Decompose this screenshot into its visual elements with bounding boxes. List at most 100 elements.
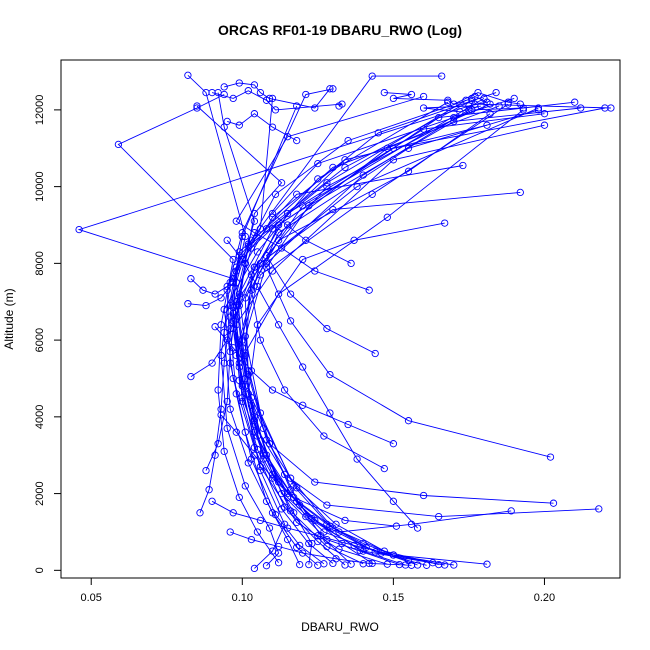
- series-41: [211, 323, 398, 448]
- series-23: [232, 100, 603, 521]
- data-point: [253, 445, 262, 454]
- data-point: [253, 248, 262, 256]
- data-point: [274, 321, 283, 329]
- y-axis: 0 2000 4000 6000 8000 10000 12000: [34, 95, 62, 573]
- data-point: [332, 555, 340, 563]
- data-point: [223, 397, 231, 406]
- data-point: [250, 263, 259, 271]
- data-point: [229, 278, 237, 287]
- data-point: [232, 217, 240, 225]
- data-point: [229, 94, 237, 103]
- data-point: [507, 507, 515, 515]
- series-line: [205, 92, 497, 471]
- data-point: [205, 486, 213, 494]
- series-line: [232, 124, 545, 527]
- data-point: [341, 561, 349, 569]
- data-point: [250, 451, 259, 459]
- data-point: [250, 564, 259, 573]
- data-point: [262, 562, 271, 570]
- data-point: [268, 386, 277, 394]
- data-point: [380, 464, 388, 473]
- data-point: [114, 140, 123, 149]
- data-point: [549, 499, 558, 507]
- y-tick-label: 6000: [34, 328, 46, 352]
- data-point: [223, 117, 231, 126]
- data-point: [441, 219, 449, 227]
- data-point: [253, 282, 262, 291]
- data-point: [259, 424, 268, 433]
- data-point: [435, 113, 443, 122]
- data-point: [220, 90, 228, 99]
- data-point: [238, 255, 246, 264]
- data-point: [253, 528, 262, 536]
- data-point: [302, 90, 310, 99]
- data-point: [335, 102, 343, 110]
- chart-title: ORCAS RF01-19 DBARU_RWO (Log): [218, 22, 462, 38]
- data-point: [220, 305, 228, 314]
- data-point: [232, 428, 240, 436]
- series-1: [235, 104, 543, 569]
- data-point: [262, 263, 271, 271]
- data-point: [299, 549, 307, 557]
- data-point: [217, 405, 225, 413]
- series-line: [250, 109, 539, 469]
- data-point: [516, 100, 524, 108]
- data-point: [389, 497, 398, 505]
- series-line: [238, 109, 524, 533]
- data-point: [268, 209, 277, 218]
- series-line: [244, 113, 545, 565]
- data-point: [504, 98, 512, 106]
- data-point: [247, 535, 256, 544]
- series-8: [214, 88, 422, 569]
- series-line: [241, 191, 521, 566]
- data-point: [444, 96, 452, 104]
- data-point: [250, 81, 259, 89]
- data-point: [323, 182, 331, 191]
- data-point: [341, 163, 349, 172]
- data-point: [389, 551, 398, 559]
- data-point: [277, 179, 286, 187]
- series-32: [202, 88, 500, 475]
- data-point: [196, 509, 204, 517]
- series-line: [235, 103, 599, 518]
- data-point: [326, 85, 334, 93]
- series-9: [114, 90, 283, 567]
- series-line: [265, 107, 524, 354]
- data-point: [413, 524, 422, 532]
- data-point: [262, 225, 271, 233]
- data-point: [223, 336, 231, 344]
- data-point: [308, 539, 316, 548]
- data-point: [223, 286, 231, 294]
- series-line: [190, 97, 473, 295]
- data-point: [404, 144, 413, 152]
- data-point: [419, 104, 428, 112]
- y-tick-label: 10000: [34, 171, 46, 202]
- data-point: [404, 417, 413, 425]
- data-point: [220, 83, 228, 91]
- data-point: [283, 524, 292, 532]
- data-point: [286, 317, 295, 325]
- series-7: [241, 110, 549, 568]
- data-point: [546, 453, 555, 461]
- data-point: [220, 447, 228, 456]
- data-point: [323, 501, 331, 509]
- data-point: [226, 405, 234, 413]
- series-line: [199, 105, 298, 513]
- data-point: [380, 88, 388, 97]
- data-point: [241, 428, 249, 436]
- data-point: [577, 104, 585, 112]
- data-point: [217, 411, 225, 419]
- data-point: [250, 428, 259, 436]
- data-point: [483, 121, 491, 129]
- series-line: [77, 103, 611, 566]
- series-line: [235, 96, 424, 291]
- data-point: [235, 121, 243, 129]
- series-line: [244, 109, 470, 566]
- x-tick-label: 0.20: [534, 592, 555, 604]
- data-point: [286, 474, 295, 482]
- x-axis-label: DBARU_RWO: [301, 620, 379, 634]
- data-point: [229, 509, 237, 517]
- series-line: [117, 94, 279, 563]
- data-point: [223, 424, 231, 433]
